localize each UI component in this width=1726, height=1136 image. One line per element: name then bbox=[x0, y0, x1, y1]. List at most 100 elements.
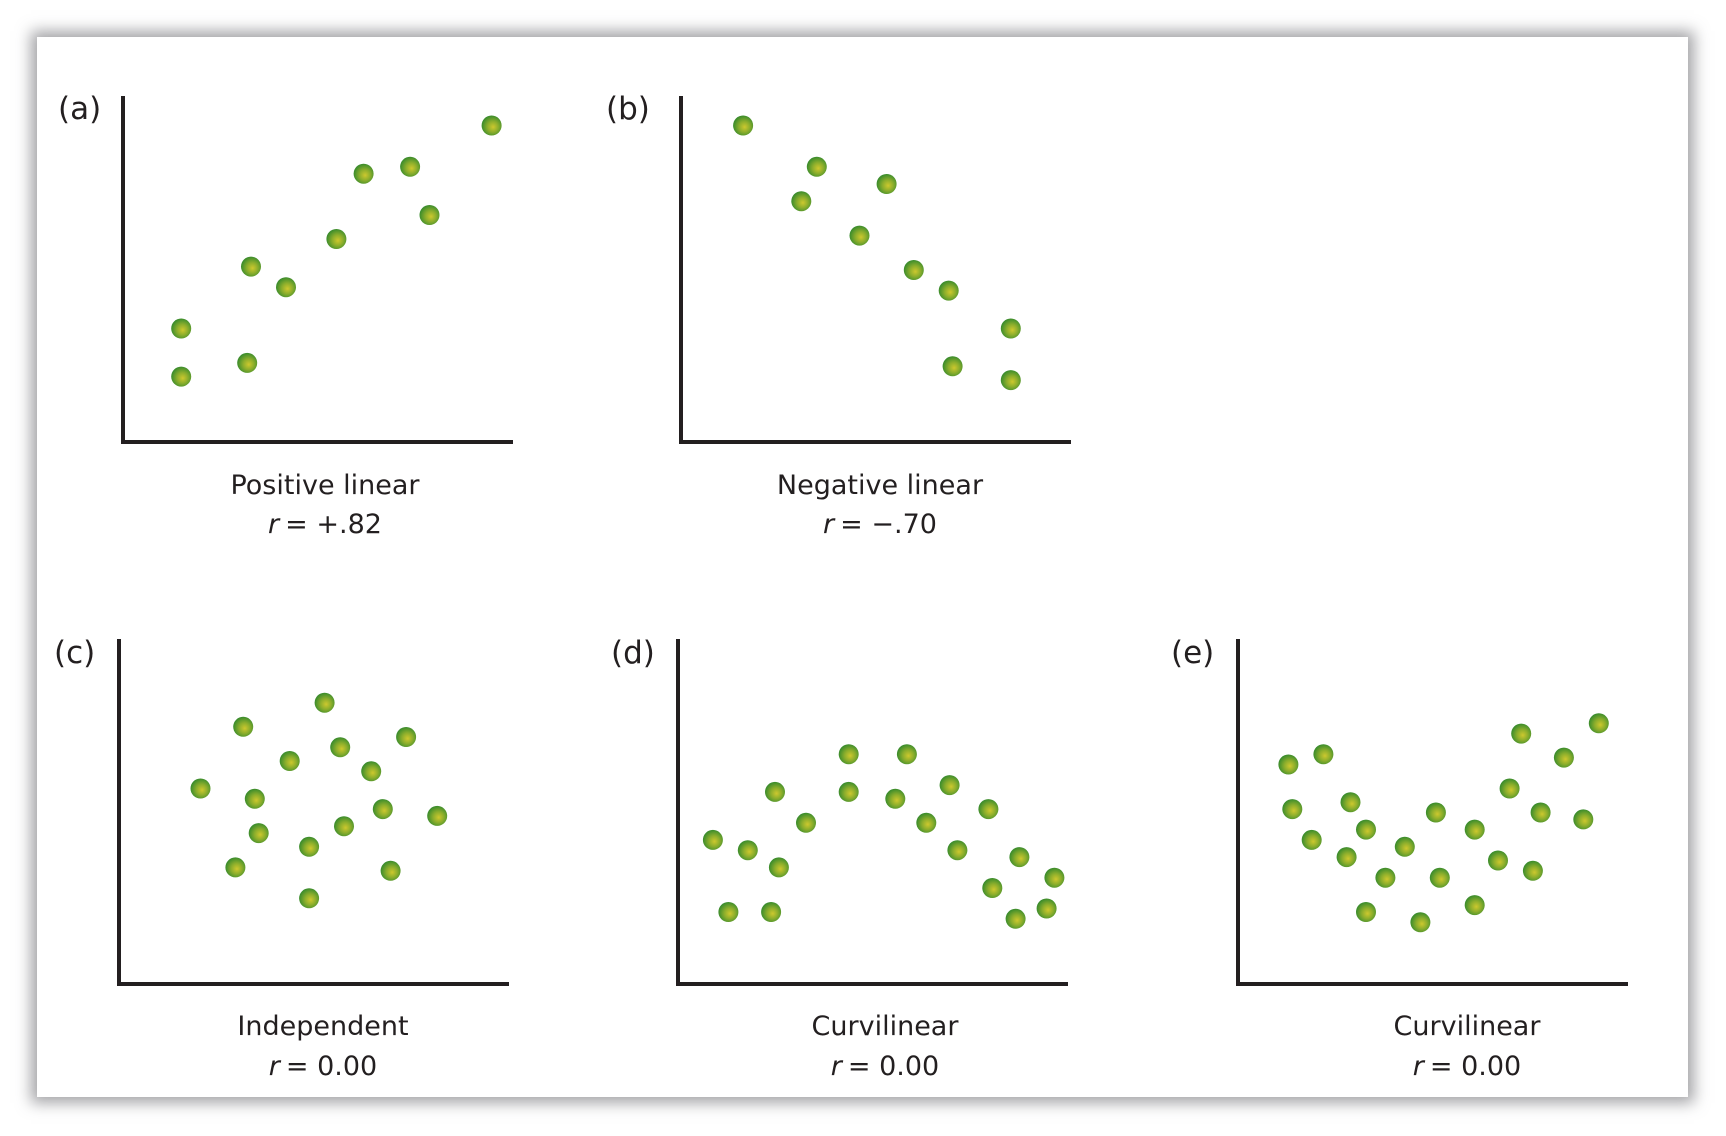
data-point bbox=[1488, 850, 1508, 871]
data-point bbox=[237, 352, 258, 373]
data-point bbox=[427, 805, 448, 826]
data-point bbox=[1588, 713, 1609, 734]
data-point bbox=[1356, 819, 1376, 840]
panel-c-dots bbox=[190, 692, 448, 909]
data-point bbox=[849, 225, 870, 246]
panel-b-axes bbox=[679, 96, 1071, 444]
data-point bbox=[718, 902, 739, 922]
data-point bbox=[765, 781, 785, 802]
data-point bbox=[1464, 895, 1485, 916]
data-point bbox=[916, 812, 937, 833]
data-point bbox=[702, 829, 723, 850]
data-point bbox=[903, 260, 924, 280]
data-point bbox=[1464, 819, 1485, 840]
data-point bbox=[876, 174, 897, 194]
data-point bbox=[761, 902, 782, 922]
data-point bbox=[380, 860, 401, 881]
data-point bbox=[1009, 847, 1030, 868]
panel-d-title: Curvilinear bbox=[812, 1011, 960, 1042]
panel-c-axes bbox=[117, 639, 509, 986]
panel-e-correlation: r = 0.00 bbox=[1413, 1051, 1521, 1082]
panel-e-title: Curvilinear bbox=[1394, 1011, 1542, 1042]
data-point bbox=[1005, 908, 1026, 929]
data-point bbox=[938, 280, 959, 301]
panel-e-axes bbox=[1236, 639, 1628, 986]
data-point bbox=[1573, 809, 1594, 830]
panel-e: (e) Curvilinear r = 0.00 bbox=[1171, 635, 1628, 1082]
data-point bbox=[1044, 867, 1065, 888]
panel-d-dots bbox=[702, 744, 1065, 929]
panel-c-letter: (c) bbox=[54, 635, 95, 671]
data-point bbox=[481, 115, 502, 136]
panel-e-dots bbox=[1278, 713, 1609, 933]
data-point bbox=[1425, 802, 1446, 823]
data-point bbox=[190, 778, 211, 799]
panel-d-axes bbox=[676, 639, 1068, 986]
data-point bbox=[1511, 723, 1532, 744]
data-point bbox=[314, 692, 335, 713]
data-point bbox=[372, 799, 393, 820]
data-point bbox=[276, 277, 296, 298]
data-point bbox=[939, 775, 960, 796]
data-point bbox=[334, 816, 354, 837]
panel-d-letter: (d) bbox=[611, 635, 655, 671]
data-point bbox=[982, 878, 1003, 898]
data-point bbox=[1282, 799, 1303, 820]
data-point bbox=[279, 751, 300, 771]
data-point bbox=[171, 318, 192, 339]
data-point bbox=[896, 744, 917, 765]
panel-a-correlation: r = +.82 bbox=[268, 509, 382, 540]
data-point bbox=[1499, 778, 1520, 799]
data-point bbox=[942, 356, 963, 377]
data-point bbox=[330, 737, 351, 758]
data-point bbox=[1375, 867, 1396, 888]
data-point bbox=[1000, 370, 1021, 391]
data-point bbox=[885, 788, 906, 809]
data-point bbox=[947, 840, 968, 861]
data-point bbox=[299, 836, 320, 857]
data-point bbox=[353, 163, 374, 184]
data-point bbox=[806, 156, 827, 177]
data-point bbox=[1336, 847, 1357, 868]
data-point bbox=[838, 781, 859, 802]
data-point bbox=[737, 840, 758, 861]
data-point bbox=[978, 799, 999, 820]
data-point bbox=[1522, 860, 1543, 881]
panel-b: (b) Negative linear r = −.70 bbox=[606, 91, 1071, 540]
data-point bbox=[838, 744, 859, 765]
data-point bbox=[299, 888, 320, 909]
data-point bbox=[733, 115, 754, 136]
data-point bbox=[796, 812, 816, 833]
data-point bbox=[233, 716, 254, 737]
data-point bbox=[248, 823, 269, 844]
data-point bbox=[1429, 867, 1450, 888]
panel-a-dots bbox=[171, 115, 502, 387]
panel-d: (d) Curvilinear r = 0.00 bbox=[611, 635, 1068, 1082]
data-point bbox=[244, 788, 265, 809]
panel-c-title: Independent bbox=[237, 1011, 408, 1042]
data-point bbox=[171, 366, 192, 387]
data-point bbox=[768, 857, 789, 878]
data-point bbox=[1356, 902, 1376, 922]
panel-b-letter: (b) bbox=[606, 91, 650, 127]
data-point bbox=[400, 156, 421, 177]
data-point bbox=[1530, 802, 1551, 823]
panel-b-correlation: r = −.70 bbox=[823, 509, 937, 540]
panel-a-axes bbox=[121, 96, 513, 444]
panel-b-dots bbox=[733, 115, 1021, 391]
data-point bbox=[1553, 747, 1574, 768]
panel-a-letter: (a) bbox=[58, 91, 101, 127]
panel-e-letter: (e) bbox=[1171, 635, 1214, 671]
data-point bbox=[1394, 836, 1415, 857]
data-point bbox=[225, 857, 246, 878]
panel-a-title: Positive linear bbox=[230, 470, 420, 501]
data-point bbox=[241, 256, 261, 277]
panel-b-title: Negative linear bbox=[777, 470, 984, 501]
panel-c: (c) Independent r = 0.00 bbox=[54, 635, 509, 1082]
data-point bbox=[1340, 792, 1361, 813]
data-point bbox=[1301, 829, 1322, 850]
data-point bbox=[1278, 754, 1299, 775]
data-point bbox=[396, 727, 417, 747]
data-point bbox=[1036, 898, 1057, 919]
